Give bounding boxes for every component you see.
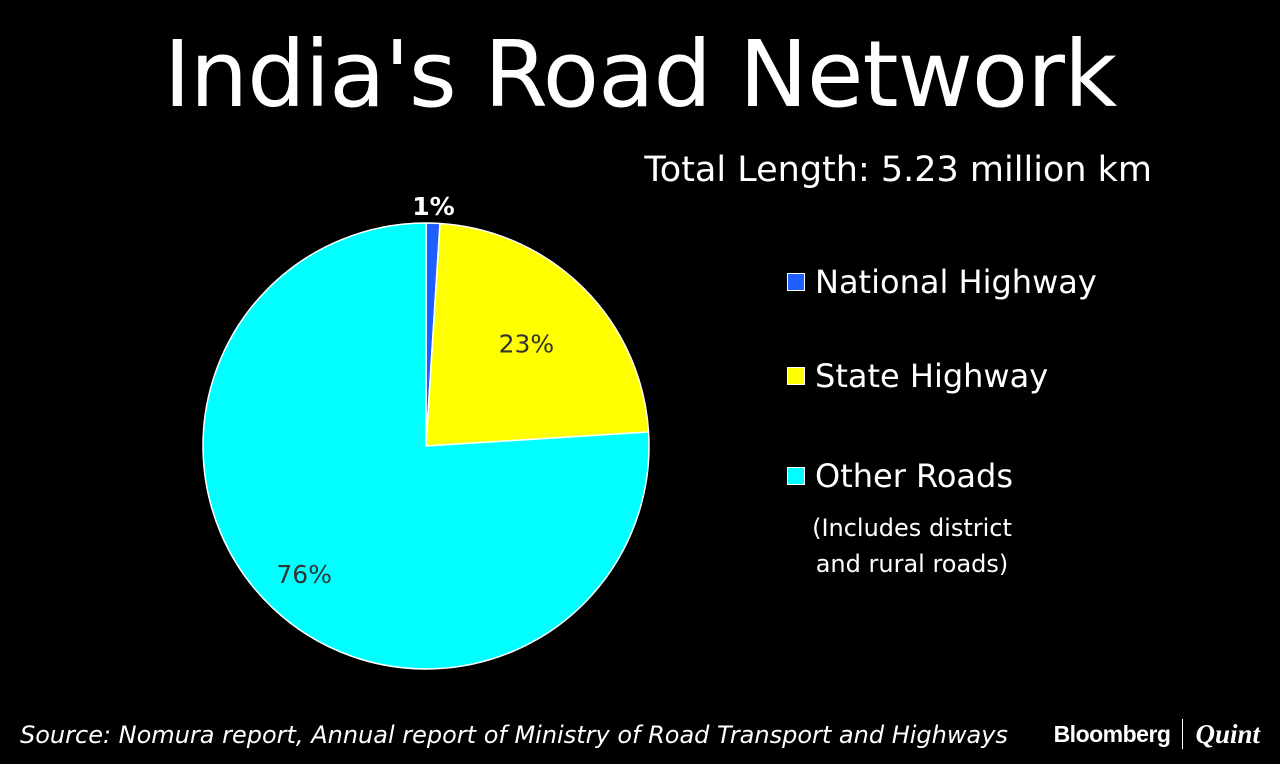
pie-labels: 1% 23% 76% [276,192,554,589]
legend-label-national-highway: National Highway [815,263,1097,301]
legend-swatch-national-highway [787,273,805,291]
chart-title: India's Road Network [163,21,1117,128]
brand-sub: Quint [1195,719,1260,749]
pie-slice-other-roads [202,222,650,670]
legend-item-other-roads: Other Roads [787,456,1013,496]
legend-swatch-other-roads [787,467,805,485]
legend-note-line-1: (Includes district [812,514,1012,542]
brand-name: Bloomberg [1053,721,1171,747]
legend-label-state-highway: State Highway [815,357,1049,395]
data-label-other-roads: 76% [276,560,332,589]
chart-subtitle: Total Length: 5.23 million km [644,150,1152,190]
legend-label-other-roads: Other Roads [815,457,1013,495]
data-label-state-highway: 23% [499,330,555,359]
brand-logo: Bloomberg Quint [1054,718,1260,750]
brand-divider [1182,719,1184,749]
data-label-national-highway: 1% [412,192,454,221]
legend-note: (Includes district and rural roads) [807,510,1017,582]
legend-swatch-state-highway [787,367,805,385]
legend-item-national-highway: National Highway [787,262,1097,302]
pie-slice-state-highway [425,222,650,447]
legend-item-state-highway: State Highway [787,356,1048,396]
source-note: Source: Nomura report, Annual report of … [20,721,1008,749]
legend-note-line-2: and rural roads) [815,550,1009,578]
pie-slices [202,222,650,670]
